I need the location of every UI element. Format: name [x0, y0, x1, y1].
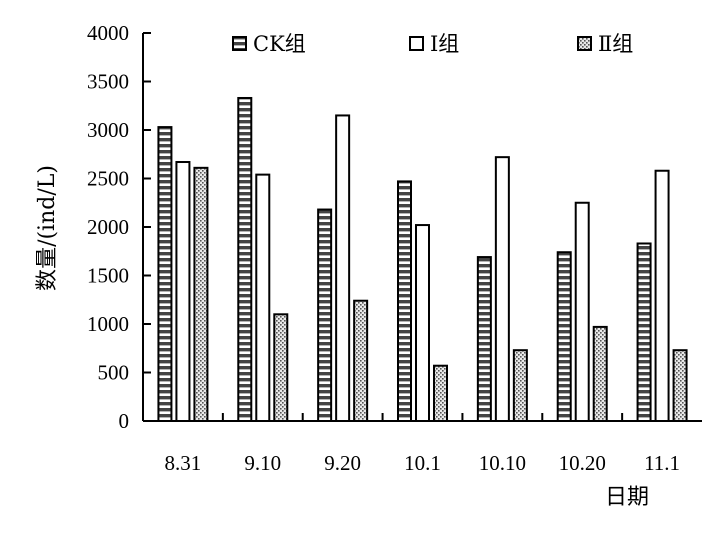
bar — [476, 256, 492, 422]
bar-series-group — [157, 96, 688, 423]
y-axis: 0 500 1000 1500 2000 2500 3000 3500 4000 — [87, 21, 151, 433]
legend-swatch — [232, 36, 247, 51]
legend-label: Ⅰ组 — [430, 32, 459, 56]
bar — [636, 242, 652, 422]
x-axis: 8.31 9.10 9.20 10.1 10.10 10.20 11.1 — [143, 413, 702, 475]
x-tick-label: 10.10 — [479, 451, 526, 475]
bar — [397, 180, 412, 422]
y-tick-label: 3500 — [87, 70, 129, 94]
legend-label: Ⅱ组 — [598, 32, 633, 56]
x-tick-label: 8.31 — [165, 451, 202, 475]
legend-label: CK组 — [253, 32, 306, 56]
bar — [255, 173, 271, 422]
bar — [273, 313, 289, 422]
bar — [317, 208, 333, 422]
y-tick-label: 500 — [98, 361, 130, 385]
bar — [193, 166, 209, 422]
bar — [672, 349, 688, 422]
legend-swatch — [577, 36, 592, 51]
x-axis-title: 日期 — [605, 485, 649, 510]
x-tick-label: 11.1 — [644, 451, 680, 475]
bar — [353, 299, 369, 422]
bar — [556, 251, 572, 422]
bar — [237, 96, 253, 423]
bar — [175, 161, 191, 422]
legend-swatch — [409, 36, 424, 51]
y-tick-label: 4000 — [87, 21, 129, 45]
y-tick-label: 0 — [119, 409, 130, 433]
y-tick-label: 1000 — [87, 312, 129, 336]
y-tick-label: 1500 — [87, 264, 129, 288]
bar — [415, 224, 430, 422]
bar — [494, 156, 510, 422]
bar — [512, 349, 528, 422]
bar — [654, 169, 670, 422]
bar — [433, 364, 448, 422]
bar — [574, 201, 590, 422]
x-tick-label: 10.20 — [559, 451, 606, 475]
legend: CK组 Ⅰ组 Ⅱ组 — [232, 32, 633, 56]
x-tick-label: 9.10 — [244, 451, 281, 475]
x-tick-label: 9.20 — [324, 451, 361, 475]
y-tick-label: 2500 — [87, 167, 129, 191]
y-tick-label: 2000 — [87, 215, 129, 239]
x-tick-label: 10.1 — [404, 451, 441, 475]
bar — [157, 126, 173, 422]
bar — [592, 325, 608, 422]
bar — [335, 114, 351, 422]
y-axis-title: 数量/(ind/L) — [35, 165, 60, 291]
y-tick-label: 3000 — [87, 118, 129, 142]
